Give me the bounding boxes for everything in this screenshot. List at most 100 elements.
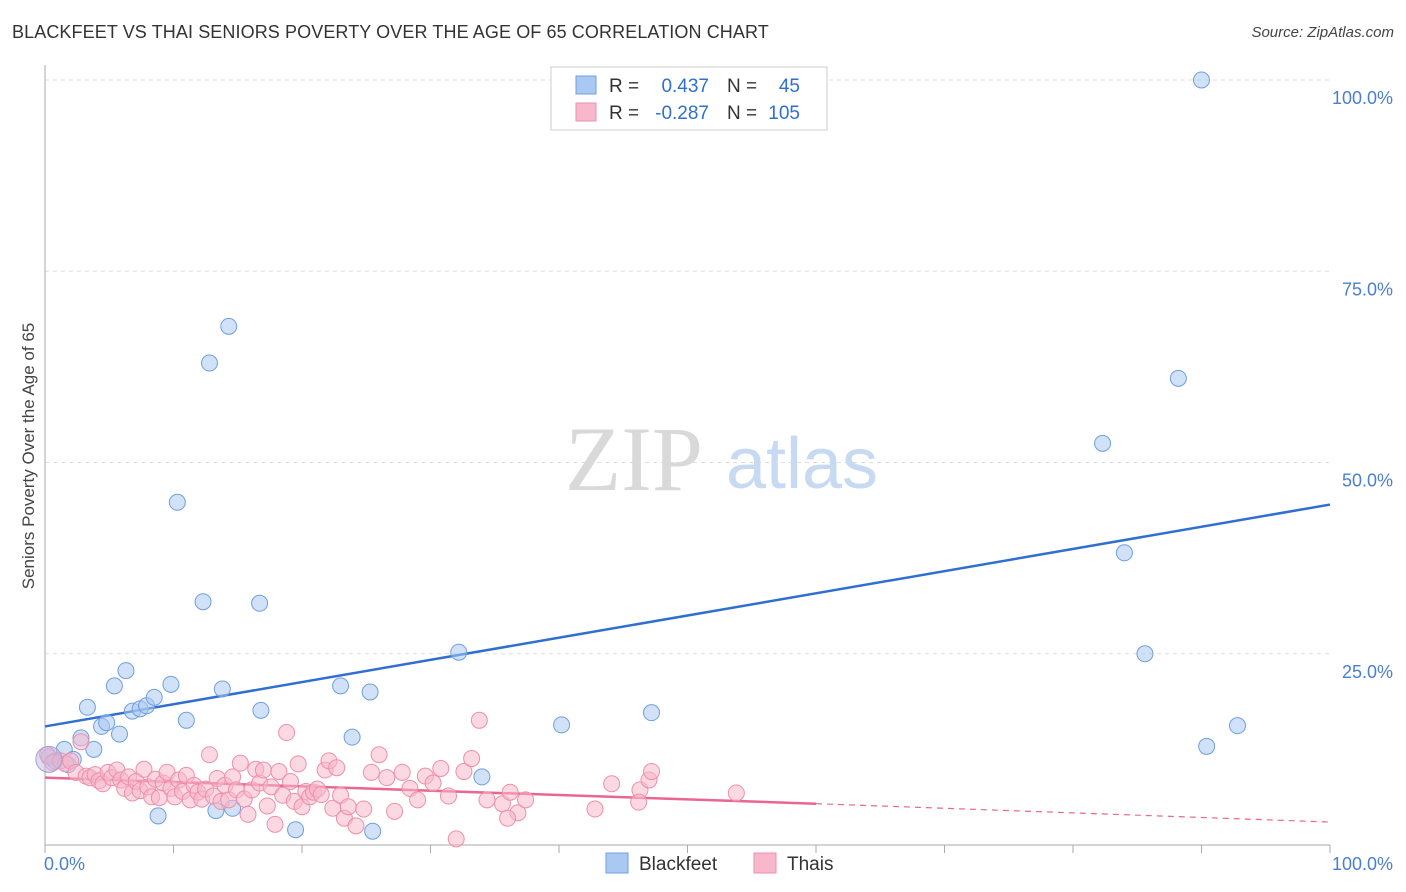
blackfeet-point <box>177 711 195 729</box>
thais-point <box>258 797 276 815</box>
thais-point <box>501 783 519 801</box>
blackfeet-point <box>1228 717 1246 735</box>
thais-point <box>266 815 284 833</box>
y-tick-label: 75.0% <box>1342 279 1393 299</box>
y-tick-label: 50.0% <box>1342 471 1393 491</box>
blackfeet-point <box>1115 544 1133 562</box>
thais-point <box>135 760 153 778</box>
thais-point <box>643 763 661 781</box>
thais-point <box>270 763 288 781</box>
legend-r-label: R = <box>609 76 639 97</box>
y-tick-labels: 25.0% 50.0% 75.0% 100.0% <box>1332 88 1393 682</box>
thais-point <box>328 759 346 777</box>
blackfeet-point <box>105 677 123 695</box>
blackfeet-point <box>1198 737 1216 755</box>
blackfeet-point <box>117 662 135 680</box>
thais-trend-extension <box>815 803 1331 823</box>
y-tick-label: 100.0% <box>1332 88 1393 108</box>
thais-point <box>355 800 373 818</box>
source-label: Source: ZipAtlas.com <box>1251 24 1394 41</box>
thais-point <box>386 802 404 820</box>
thais-point <box>72 733 90 751</box>
thais-point <box>455 763 473 781</box>
thais-point <box>347 817 365 835</box>
blackfeet-point <box>343 728 361 746</box>
bottom-legend-label: Blackfeet <box>639 854 718 875</box>
legend-r-label: R = <box>609 103 639 124</box>
blackfeet-point <box>252 701 270 719</box>
blackfeet-point <box>332 677 350 695</box>
thais-point <box>289 755 307 773</box>
thais-point <box>378 769 396 787</box>
thais-point <box>432 760 450 777</box>
watermark-zip: ZIP <box>565 408 703 510</box>
legend-box: R = 0.437 N = 45 R = -0.287 N = 105 <box>550 66 828 131</box>
thais-point <box>362 763 380 781</box>
y-tick-label: 25.0% <box>1342 662 1393 682</box>
legend-n-label: N = <box>727 76 757 97</box>
chart-title: BLACKFEET VS THAI SENIORS POVERTY OVER T… <box>12 22 769 42</box>
x-tick-labels: 0.0% 100.0% <box>44 854 1393 874</box>
grid-lines <box>45 79 1330 655</box>
thais-point <box>478 791 496 809</box>
blackfeet-point <box>213 680 231 698</box>
blackfeet-point <box>1193 71 1210 89</box>
axes <box>44 65 1331 853</box>
blackfeet-point <box>149 807 167 825</box>
blackfeet-point <box>1094 434 1112 452</box>
legend-frame <box>550 66 828 131</box>
blackfeet-point <box>145 688 163 706</box>
blackfeet-point <box>364 822 382 840</box>
x-tick-label: 0.0% <box>44 854 85 874</box>
blackfeet-point <box>450 643 468 661</box>
blackfeet-trend-line <box>44 503 1331 728</box>
thais-point <box>393 763 411 781</box>
thais-point <box>424 774 442 792</box>
blackfeet-point <box>643 704 661 722</box>
y-axis-label: Seniors Poverty Over the Age of 65 <box>19 323 38 589</box>
blackfeet-point <box>553 716 571 734</box>
blackfeet-point <box>98 714 116 732</box>
legend-n-value: 45 <box>779 76 800 97</box>
x-tick-label: 100.0% <box>1332 854 1393 874</box>
bottom-legend-label: Thais <box>787 854 833 875</box>
thais-point <box>517 791 535 809</box>
thais-point <box>200 746 218 764</box>
legend-r-value: -0.287 <box>655 103 709 124</box>
bottom-legend-swatch <box>605 852 629 874</box>
thais-point <box>262 778 280 796</box>
blackfeet-point <box>251 594 269 612</box>
thais-point <box>586 800 604 818</box>
thais-point <box>281 773 299 791</box>
blackfeet-point <box>85 740 103 758</box>
thais-point <box>470 711 488 729</box>
blackfeet-point <box>162 675 180 693</box>
thais-point <box>630 793 648 811</box>
data-points <box>35 71 1246 848</box>
blackfeet-point <box>361 683 379 701</box>
thais-point <box>312 786 330 804</box>
legend-n-label: N = <box>727 103 757 124</box>
legend-r-value: 0.437 <box>661 76 709 97</box>
blackfeet-point <box>220 317 238 335</box>
thais-point <box>603 775 621 793</box>
blackfeet-point <box>1136 645 1154 663</box>
bottom-legend: Blackfeet Thais <box>605 852 833 875</box>
watermark: ZIP atlas <box>565 408 878 510</box>
blackfeet-point <box>111 725 129 743</box>
thais-point <box>339 798 357 816</box>
thais-point <box>370 746 388 764</box>
thais-point <box>463 750 481 768</box>
blackfeet-point <box>168 493 186 511</box>
bottom-legend-swatch <box>753 852 777 874</box>
blackfeet-point <box>287 821 305 839</box>
blackfeet-point <box>473 768 491 786</box>
thais-point <box>231 754 249 772</box>
blackfeet-point <box>78 698 96 716</box>
blackfeet-point <box>1169 369 1187 387</box>
blackfeet-point <box>200 354 218 372</box>
thais-point <box>278 724 296 742</box>
thais-point <box>254 761 272 779</box>
watermark-atlas: atlas <box>726 424 878 504</box>
